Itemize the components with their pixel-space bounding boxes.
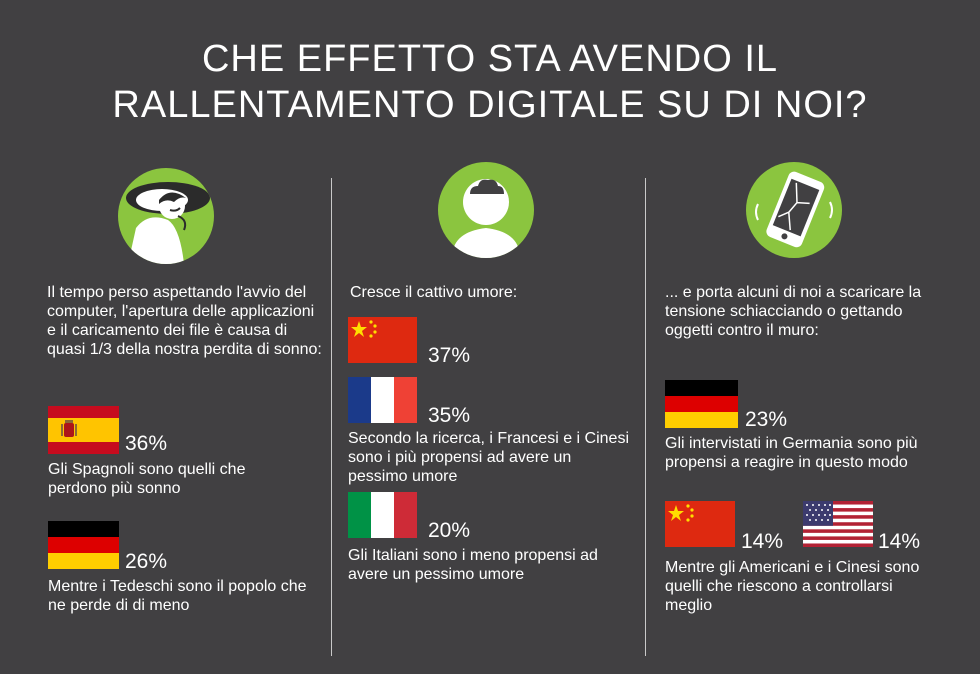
storm-cloud-person-icon — [438, 162, 534, 258]
page-title: CHE EFFETTO STA AVENDO IL RALLENTAMENTO … — [0, 36, 980, 128]
germany-flag — [665, 380, 738, 428]
phone-intro-text: ... e porta alcuni di noi a scaricare la… — [665, 284, 922, 339]
usa-flag — [803, 501, 873, 547]
spain-sleep-percent: 36% — [125, 432, 168, 455]
france-mood-percent: 35% — [428, 404, 471, 427]
china-flag — [665, 501, 735, 547]
usa-phone-percent: 14% — [878, 530, 921, 553]
title-line-2: RALLENTAMENTO DIGITALE SU DI NOI? — [112, 84, 868, 126]
spain-sleep-caption: Gli Spagnoli sono quelli che perdono più… — [48, 461, 246, 497]
column-divider-right — [645, 178, 646, 656]
germany-sleep-percent: 26% — [125, 550, 168, 573]
italy-mood-caption: Gli Italiani sono i meno propensi ad ave… — [348, 547, 598, 583]
france-flag — [348, 377, 417, 423]
germany-sleep-caption: Mentre i Tedeschi sono il popolo che ne … — [48, 578, 307, 614]
china-mood-percent: 37% — [428, 344, 471, 367]
column-divider-left — [331, 178, 332, 656]
sleeping-person-icon — [118, 168, 214, 264]
italy-mood-percent: 20% — [428, 519, 471, 542]
title-line-1: CHE EFFETTO STA AVENDO IL — [201, 38, 779, 80]
germany-flag — [48, 521, 119, 569]
mood-intro-text: Cresce il cattivo umore: — [350, 284, 518, 301]
spain-flag — [48, 406, 119, 454]
germany-phone-caption: Gli intervistati in Germania sono più pr… — [665, 435, 918, 471]
france-mood-caption: Secondo la ricerca, i Francesi e i Cines… — [348, 430, 630, 485]
germany-phone-percent: 23% — [745, 408, 788, 431]
china-phone-percent: 14% — [741, 530, 784, 553]
sleep-intro-text: Il tempo perso aspettando l'avvio del co… — [47, 284, 322, 358]
italy-flag — [348, 492, 417, 538]
china-flag — [348, 317, 417, 363]
usa-china-phone-caption: Mentre gli Americani e i Cinesi sono que… — [665, 559, 920, 614]
broken-phone-icon — [746, 162, 842, 258]
